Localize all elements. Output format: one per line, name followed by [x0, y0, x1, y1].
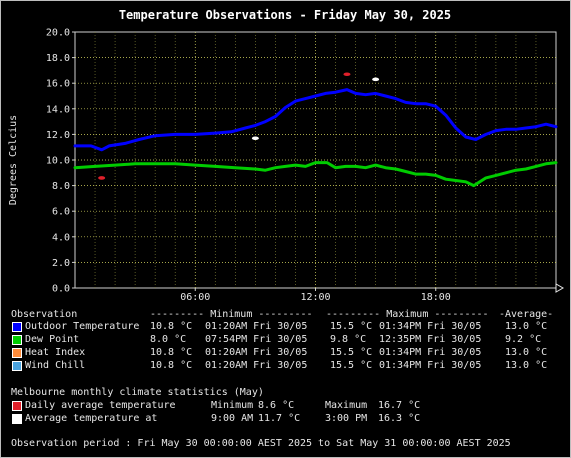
chart-title: Temperature Observations - Friday May 30… [119, 8, 451, 22]
y-tick-label: 12.0 [46, 130, 70, 141]
climate-title: Melbourne monthly climate statistics (Ma… [11, 387, 264, 398]
legend-heat-index-min: 10.8 °C [150, 347, 193, 358]
legend-wind-chill-min-at: 01:20AM Fri 30/05 [205, 360, 308, 371]
y-tick-label: 14.0 [46, 104, 70, 115]
climate-daily-average-temperature-col1-value: 8.6 °C [258, 400, 295, 411]
legend-header-observation: Observation [11, 309, 78, 320]
legend-outdoor-temperature-min: 10.8 °C [150, 321, 193, 332]
legend-dew-point-min: 8.0 °C [150, 334, 187, 345]
legend-dew-point-label: Dew Point [25, 334, 80, 345]
y-tick-label: 8.0 [52, 181, 70, 192]
climate-swatch-average-temperature-at [12, 414, 22, 424]
legend-heat-index-max: 15.5 °C [330, 347, 373, 358]
x-tick-label: 06:00 [180, 292, 210, 300]
climate-daily-average-temperature-label: Daily average temperature [25, 400, 176, 411]
climate-daily-average-temperature-col2-label: Maximum [325, 400, 368, 411]
legend-dew-point-avg: 9.2 °C [505, 334, 542, 345]
climate-average-temperature-at-label: Average temperature at [25, 413, 158, 424]
chart-plot: Temperature Observations - Friday May 30… [8, 8, 565, 300]
climate-daily-average-temperature-col2-value: 16.7 °C [378, 400, 421, 411]
legend-swatch-heat-index [12, 348, 22, 358]
x-tick-label: 12:00 [300, 292, 330, 300]
marker-average-temperature-at [251, 136, 259, 141]
climate-average-temperature-at-col1-value: 11.7 °C [258, 413, 301, 424]
y-tick-label: 4.0 [52, 232, 70, 243]
legend-dew-point-max: 9.8 °C [330, 334, 367, 345]
y-tick-label: 16.0 [46, 79, 70, 90]
marker-average-temperature-at [372, 77, 380, 82]
legend-wind-chill-avg: 13.0 °C [505, 360, 548, 371]
legend-heat-index-max-at: 01:34PM Fri 30/05 [379, 347, 482, 358]
legend-swatch-outdoor-temperature [12, 322, 22, 332]
series-outdoor-temperature-line [73, 88, 558, 152]
series-dew-point-line [73, 161, 558, 188]
x-tick-label: 18:00 [421, 292, 451, 300]
y-tick-label: 10.0 [46, 156, 70, 167]
legend-outdoor-temperature-max-at: 01:34PM Fri 30/05 [379, 321, 482, 332]
legend-outdoor-temperature-label: Outdoor Temperature [25, 321, 140, 332]
legend-outdoor-temperature-max: 15.5 °C [330, 321, 373, 332]
y-axis-label: Degrees Celcius [8, 115, 19, 205]
climate-daily-average-temperature-col1-label: Minimum [211, 400, 254, 411]
legend-swatch-dew-point [12, 335, 22, 345]
legend-wind-chill-max: 15.5 °C [330, 360, 373, 371]
legend-swatch-wind-chill [12, 361, 22, 371]
y-tick-label: 0.0 [52, 284, 70, 295]
y-tick-label: 6.0 [52, 207, 70, 218]
legend-dew-point-max-at: 12:35PM Fri 30/05 [379, 334, 482, 345]
legend-heat-index-label: Heat Index [25, 347, 86, 358]
marker-daily-average-temperature [343, 72, 351, 77]
legend-header-average: -Average- [499, 309, 554, 320]
legend-dew-point-min-at: 07:54PM Fri 30/05 [205, 334, 308, 345]
legend-heat-index-avg: 13.0 °C [505, 347, 548, 358]
climate-average-temperature-at-col2-label: 3:00 PM [325, 413, 368, 424]
y-tick-label: 2.0 [52, 258, 70, 269]
legend-wind-chill-min: 10.8 °C [150, 360, 193, 371]
observation-period: Observation period : Fri May 30 00:00:00… [11, 438, 511, 449]
climate-swatch-daily-average-temperature [12, 401, 22, 411]
y-tick-label: 18.0 [46, 53, 70, 64]
y-tick-label: 20.0 [46, 28, 70, 39]
legend-outdoor-temperature-min-at: 01:20AM Fri 30/05 [205, 321, 308, 332]
legend-header-minimum: --------- Minimum --------- [150, 309, 313, 320]
legend-outdoor-temperature-avg: 13.0 °C [505, 321, 548, 332]
climate-average-temperature-at-col1-label: 9:00 AM [211, 413, 254, 424]
climate-average-temperature-at-col2-value: 16.3 °C [378, 413, 421, 424]
legend-heat-index-min-at: 01:20AM Fri 30/05 [205, 347, 308, 358]
legend-header-maximum: --------- Maximum --------- [326, 309, 489, 320]
x-axis-arrow [555, 283, 565, 293]
legend-wind-chill-max-at: 01:34PM Fri 30/05 [379, 360, 482, 371]
legend-wind-chill-label: Wind Chill [25, 360, 86, 371]
marker-daily-average-temperature [98, 176, 106, 180]
